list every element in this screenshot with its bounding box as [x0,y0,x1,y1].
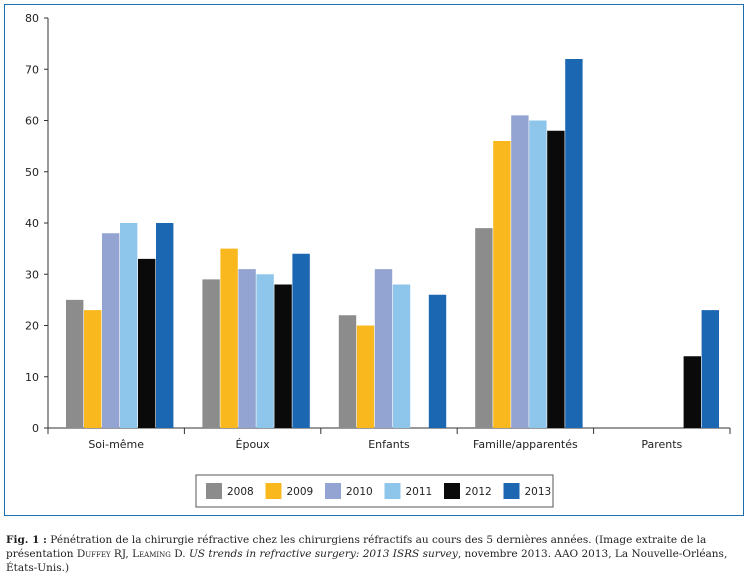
caption-text-1: Pénétration de la chirurgie réfractive c… [6,534,707,560]
bar-2012-4 [547,130,565,428]
bar-2008-4 [475,228,493,428]
legend-swatch-2011 [384,483,401,499]
legend-label-2011: 2011 [406,486,433,498]
y-tick-label: 20 [25,320,39,333]
bar-2013-1 [156,223,174,428]
legend-swatch-2013 [503,483,520,499]
bar-2013-4 [565,59,583,428]
y-tick-label: 80 [25,12,39,25]
y-tick-label: 60 [25,115,39,128]
bar-2013-5 [701,310,719,428]
y-tick-label: 50 [25,166,39,179]
x-category-label: Famille/apparentés [473,438,578,451]
legend-swatch-2009 [265,483,282,499]
bar-2009-3 [356,325,375,428]
chart-frame [4,4,744,516]
legend-label-2010: 2010 [346,486,373,498]
y-tick-label: 10 [25,371,39,384]
bar-2012-2 [274,284,292,428]
legend-label-2013: 2013 [525,486,552,498]
bar-2011-2 [256,274,274,428]
caption-lead: Fig. 1 : [6,534,47,546]
bar-2008-3 [338,315,357,428]
bar-2010-4 [511,115,529,428]
bar-2009-2 [220,248,238,428]
caption-authors: Duffey RJ, Leaming D. [76,548,186,560]
bar-2012-1 [138,258,156,428]
legend-label-2008: 2008 [227,486,254,498]
figure-caption: Fig. 1 : Pénétration de la chirurgie réf… [6,533,744,575]
bar-2010-3 [374,269,393,428]
legend-swatch-2008 [206,483,222,499]
bar-2011-4 [529,120,547,428]
bar-2009-4 [493,141,511,428]
bar-2009-1 [84,310,102,428]
legend-swatch-2010 [325,483,341,499]
legend-box [195,474,554,508]
bar-2011-1 [120,223,138,428]
x-category-label: Parents [641,438,682,451]
y-tick-label: 30 [25,268,39,281]
y-tick-label: 70 [25,63,39,76]
legend-label-2012: 2012 [465,486,492,498]
bar-2013-2 [292,253,310,428]
x-category-label: Enfants [368,438,410,451]
caption-title: US trends in refractive surgery: 2013 IS… [188,548,458,560]
bar-2008-1 [66,299,84,428]
x-category-label: Soi-même [88,438,144,451]
legend-swatch-2012 [444,483,460,499]
bar-chart: 0 10 20 30 40 50 60 70 80 Soi-même Époux Enfants Fam… [25,12,731,508]
bar-2011-3 [392,284,411,428]
bar-2010-2 [238,269,256,428]
bar-2008-2 [202,279,220,428]
bar-2010-1 [102,233,120,428]
bar-2013-3 [428,294,447,428]
legend-label-2009: 2009 [287,486,314,498]
bar-2012-5 [683,356,701,428]
y-tick-label: 40 [25,217,39,230]
y-tick-label: 0 [32,422,39,435]
x-category-label: Époux [236,438,271,451]
